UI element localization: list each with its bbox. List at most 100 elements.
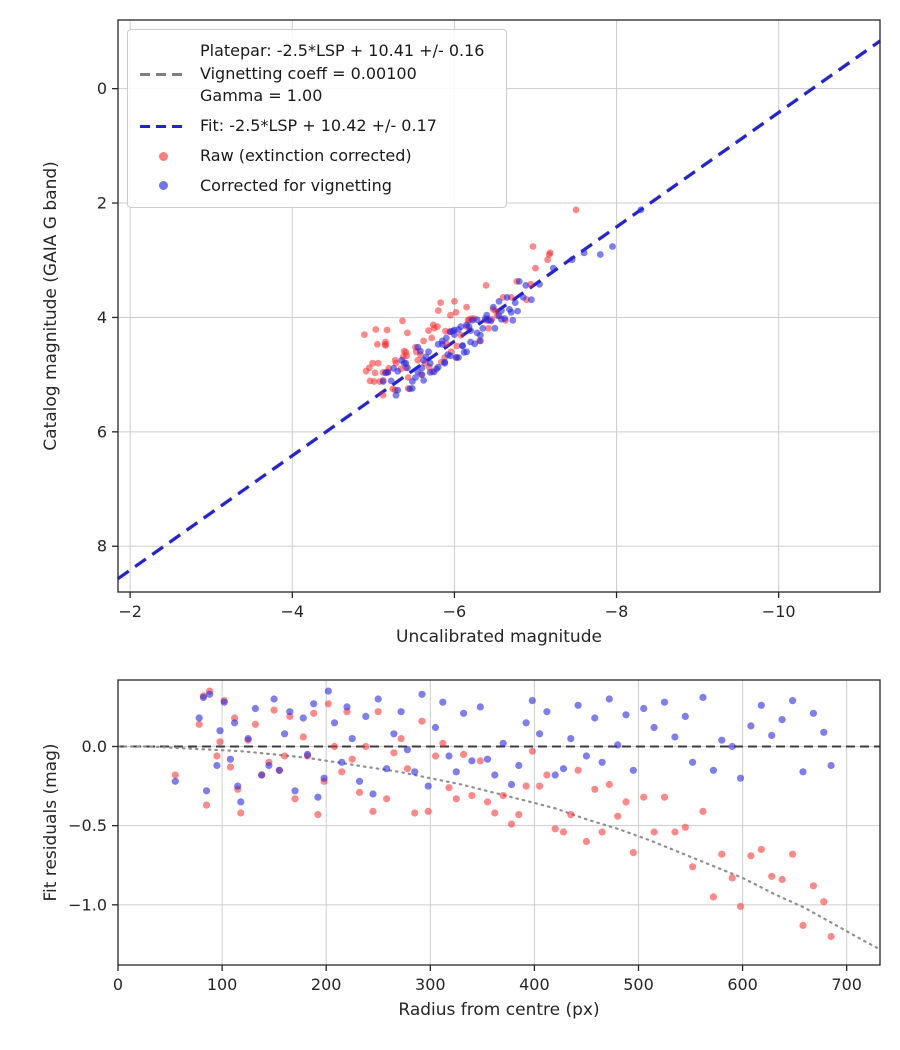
x-tick-label: 100 (207, 975, 238, 994)
corrected-for-vignetting-point (473, 316, 481, 324)
raw-extinction-corrected-point (372, 326, 380, 333)
raw-residuals-point (567, 811, 575, 819)
corrected-for-vignetting-point (503, 294, 511, 301)
y-tick-label: 8 (97, 537, 107, 556)
raw-extinction-corrected-point (453, 342, 461, 350)
raw-residuals-point (270, 706, 278, 714)
raw-residuals-point (507, 820, 516, 828)
raw-residuals-point (768, 872, 776, 880)
x-tick-label: −4 (280, 602, 304, 621)
legend-entry-platepar: Platepar: -2.5*LSP + 10.41 +/- 0.16 Vign… (140, 40, 484, 108)
raw-residuals-point (397, 735, 405, 743)
raw-extinction-corrected-point (371, 369, 379, 377)
corrected-for-vignetting-point (441, 359, 449, 367)
raw-residuals-point (299, 733, 307, 741)
raw-extinction-corrected-point (451, 298, 458, 305)
corrected-residuals-point (515, 761, 523, 770)
raw-residuals-point (452, 795, 460, 803)
corrected-for-vignetting-point (455, 326, 462, 333)
raw-residuals-point (709, 893, 718, 901)
corrected-residuals-point (202, 787, 211, 795)
corrected-residuals-point (234, 782, 242, 790)
corrected-residuals-point (483, 755, 492, 763)
corrected-residuals-point (614, 741, 622, 749)
raw-residuals-point (778, 875, 786, 884)
x-tick-label: 0 (113, 975, 123, 994)
x-tick-label: 700 (831, 975, 862, 994)
corrected-residuals-point (355, 777, 364, 785)
raw-residuals-point (528, 747, 536, 755)
raw-residuals-point (171, 771, 179, 779)
corrected-for-vignetting-point (420, 377, 427, 384)
raw-residuals-point (650, 828, 658, 836)
raw-residuals-point (348, 755, 356, 763)
raw-extinction-corrected-point (485, 324, 492, 332)
x-tick-label: −8 (605, 602, 629, 621)
raw-residuals-point (699, 807, 707, 816)
raw-residuals-point (660, 793, 669, 801)
corrected-residuals-point (622, 711, 630, 719)
corrected-for-vignetting-point (536, 280, 543, 288)
corrected-for-vignetting-point (434, 340, 442, 348)
corrected-residuals-point (671, 733, 679, 741)
corrected-residuals-point (303, 750, 312, 759)
raw-residuals-point (809, 882, 818, 890)
legend-handle (140, 125, 186, 129)
corrected-for-vignetting-point (487, 317, 495, 325)
raw-residuals-point (411, 809, 419, 817)
corrected-residuals-point (343, 703, 351, 711)
corrected-residuals-point (591, 714, 599, 722)
raw-extinction-corrected-point (544, 256, 551, 264)
corrected-residuals-point (348, 735, 356, 743)
raw-residuals-point (747, 852, 755, 860)
corrected-for-vignetting-point (408, 378, 416, 385)
corrected-for-vignetting-point (394, 386, 402, 394)
corrected-residuals-point (275, 766, 283, 774)
corrected-residuals-point (629, 766, 637, 774)
raw-extinction-corrected-point (482, 282, 490, 289)
raw-extinction-corrected-point (404, 329, 411, 337)
corrected-for-vignetting-point (491, 324, 499, 332)
corrected-residuals-point (216, 727, 224, 735)
corrected-residuals-point (757, 701, 765, 709)
corrected-residuals-point (543, 708, 551, 716)
corrected-for-vignetting-point (392, 391, 400, 399)
legend-entry-corrected: Corrected for vignetting (140, 175, 484, 198)
legend-handle (140, 181, 186, 191)
corrected-for-vignetting-point (637, 206, 645, 214)
raw-residuals-point (314, 811, 322, 819)
x-axis-label: Radius from centre (px) (398, 1000, 599, 1020)
corrected-residuals-point (231, 719, 239, 727)
raw-extinction-corrected-point (392, 359, 400, 367)
raw-extinction-corrected-point (370, 378, 378, 385)
raw-residuals-point (468, 792, 476, 800)
x-tick-label: 600 (727, 975, 758, 994)
raw-residuals-point (622, 798, 630, 806)
raw-residuals-point (614, 812, 622, 820)
corrected-for-vignetting-point (511, 299, 519, 306)
raw-residuals-point (216, 738, 224, 746)
corrected-residuals-point (491, 771, 499, 779)
legend: Platepar: -2.5*LSP + 10.41 +/- 0.16 Vign… (127, 29, 508, 209)
raw-residuals-point (338, 768, 346, 776)
x-tick-label: −6 (443, 602, 467, 621)
raw-residuals-point (820, 898, 828, 906)
corrected-residuals-point (374, 695, 382, 703)
corrected-for-vignetting-point (460, 348, 468, 356)
corrected-residuals-point (424, 782, 432, 790)
corrected-for-vignetting-point (417, 347, 424, 355)
corrected-residuals-point (820, 728, 828, 736)
raw-residuals-point (574, 766, 582, 774)
corrected-for-vignetting-point (382, 369, 389, 377)
corrected-residuals-point (598, 758, 606, 766)
corrected-for-vignetting-point (459, 342, 466, 349)
raw-residuals-point (728, 874, 736, 882)
legend-corrected-text: Corrected for vignetting (200, 175, 392, 195)
raw-residuals-point (640, 793, 648, 801)
axes-spine (117, 19, 881, 593)
corrected-residuals-point (660, 698, 669, 706)
raw-extinction-corrected-point (447, 311, 454, 319)
raw-extinction-corrected-point (425, 327, 432, 334)
corrected-residuals-point (640, 704, 648, 713)
